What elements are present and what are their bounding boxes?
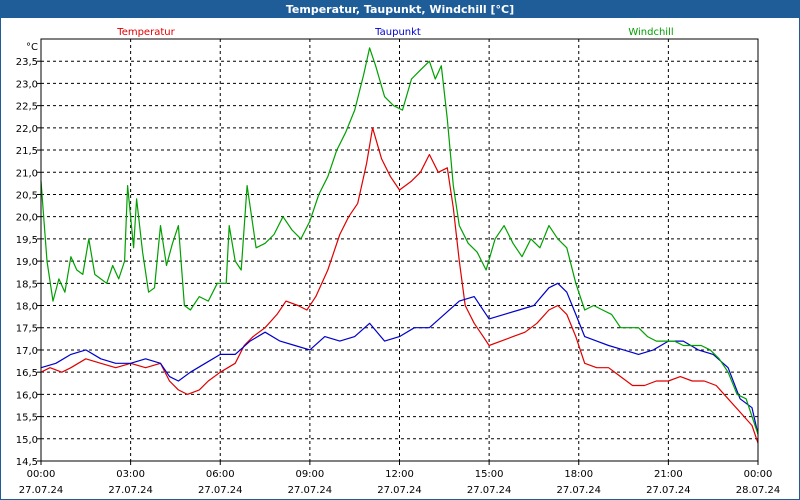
grid — [41, 39, 758, 462]
series-line-taupunkt — [40, 282, 759, 435]
series-layer — [40, 47, 759, 444]
y-tick-label: 17,0 — [16, 346, 38, 357]
x-tick-date-label: 28.07.24 — [736, 485, 781, 496]
legend-item-windchill: Windchill — [628, 27, 673, 38]
x-tick-time-label: 00:00 — [744, 469, 773, 480]
x-tick-time-label: 00:00 — [27, 469, 56, 480]
x-tick-time-label: 18:00 — [564, 469, 593, 480]
x-tick-date-label: 27.07.24 — [556, 485, 601, 496]
x-tick-date-label: 27.07.24 — [19, 485, 64, 496]
y-tick-label: 18,0 — [16, 302, 38, 313]
x-tick-time-label: 12:00 — [385, 469, 414, 480]
plot-border — [40, 38, 759, 462]
y-tick-label: 15,5 — [16, 413, 38, 424]
y-tick-label: 15,0 — [16, 435, 38, 446]
legend-item-taupunkt: Taupunkt — [374, 27, 421, 38]
y-tick-label: 22,0 — [16, 124, 38, 135]
y-tick-label: 21,5 — [16, 146, 38, 157]
y-tick-labels: 14,5 15,0 15,5 16,0 16,5 17,0 17,5 18,0 18,5 19,0… — [16, 57, 38, 468]
series-line-windchill — [40, 47, 759, 435]
y-tick-label: 17,5 — [16, 324, 38, 335]
legend: Temperatur Taupunkt Windchill — [116, 27, 673, 38]
x-tick-time-label: 15:00 — [475, 469, 504, 480]
x-tick-date-label: 27.07.24 — [467, 485, 512, 496]
x-tick-labels: 00:00 27.07.24 03:00 27.07.24 06:00 27.07.24 0… — [19, 469, 781, 496]
y-tick-label: 16,0 — [16, 390, 38, 401]
x-tick-date-label: 27.07.24 — [646, 485, 691, 496]
x-tick-date-label: 27.07.24 — [377, 485, 422, 496]
x-tick-time-label: 09:00 — [295, 469, 324, 480]
y-tick-label: 21,0 — [16, 168, 38, 179]
x-tick-date-label: 27.07.24 — [198, 485, 243, 496]
y-tick-label: 20,0 — [16, 213, 38, 224]
x-tick-date-label: 27.07.24 — [288, 485, 333, 496]
axes — [37, 38, 759, 465]
y-tick-label: 14,5 — [16, 457, 38, 468]
x-tick-time-label: 06:00 — [206, 469, 235, 480]
y-tick-label: 18,5 — [16, 279, 38, 290]
legend-item-temperatur: Temperatur — [116, 27, 175, 38]
series-line-temperatur — [40, 127, 759, 444]
y-tick-label: 23,5 — [16, 57, 38, 68]
y-tick-label: 16,5 — [16, 368, 38, 379]
x-tick-time-label: 03:00 — [116, 469, 145, 480]
chart-title: Temperatur, Taupunkt, Windchill [°C] — [1, 1, 799, 18]
y-tick-label: 19,0 — [16, 257, 38, 268]
y-axis-unit-label: °C — [26, 42, 38, 53]
y-tick-label: 22,5 — [16, 102, 38, 113]
x-tick-time-label: 21:00 — [654, 469, 683, 480]
x-tick-date-label: 27.07.24 — [108, 485, 153, 496]
y-tick-label: 20,5 — [16, 190, 38, 201]
y-tick-label: 23,0 — [16, 79, 38, 90]
y-tick-label: 19,5 — [16, 235, 38, 246]
